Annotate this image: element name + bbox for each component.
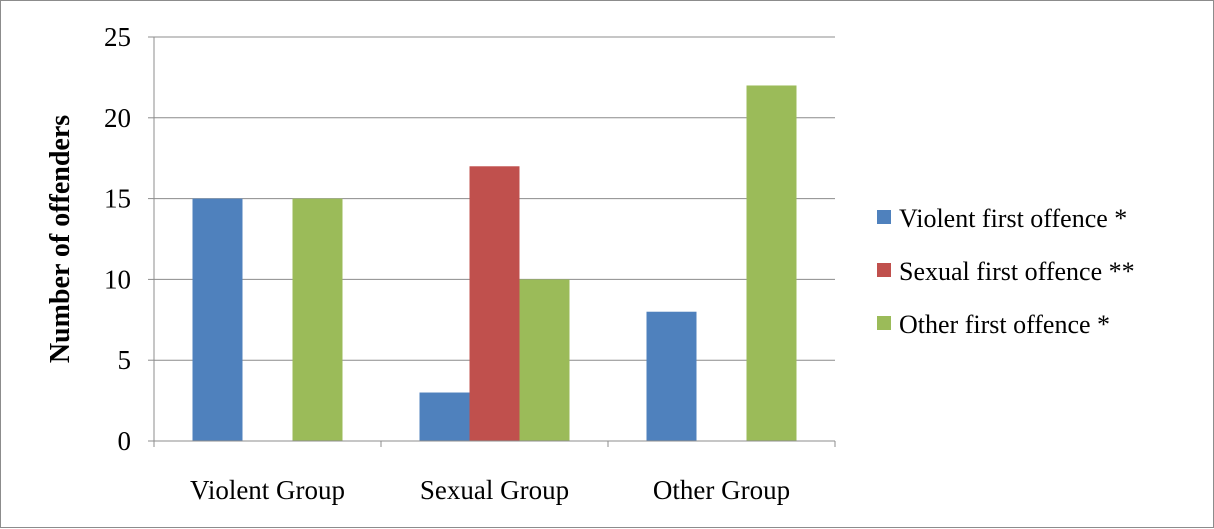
- y-tick-label: 25: [104, 22, 131, 52]
- legend-entry-label: Sexual first offence **: [899, 257, 1135, 286]
- legend-swatch: [877, 316, 891, 330]
- x-category-label: Other Group: [653, 475, 790, 505]
- y-axis-label: Number of offenders: [45, 115, 76, 363]
- bar: [519, 279, 570, 441]
- legend-entry-label: Violent first offence *: [899, 204, 1127, 233]
- legend-swatch: [877, 263, 891, 277]
- bar: [292, 198, 343, 441]
- bar: [419, 392, 470, 441]
- x-category-labels: Violent Group Sexual Group Other Group: [190, 475, 790, 505]
- legend: Violent first offence * Sexual first offe…: [877, 204, 1135, 339]
- bar: [646, 311, 697, 441]
- axes: [148, 36, 836, 447]
- legend-entry-label: Other first offence *: [899, 310, 1110, 339]
- legend-swatch: [877, 210, 891, 224]
- bar: [469, 166, 520, 441]
- bars: [192, 85, 797, 441]
- y-tick-label: 20: [104, 103, 131, 133]
- y-tick-label: 10: [104, 264, 131, 294]
- x-category-label: Violent Group: [190, 475, 345, 505]
- y-tick-label: 15: [104, 184, 131, 214]
- y-tick-labels: 0 5 10 15 20 25: [104, 22, 131, 456]
- y-tick-label: 0: [118, 426, 132, 456]
- y-tick-label: 5: [118, 345, 132, 375]
- bar: [746, 85, 797, 441]
- x-category-label: Sexual Group: [420, 475, 569, 505]
- bar: [192, 198, 243, 441]
